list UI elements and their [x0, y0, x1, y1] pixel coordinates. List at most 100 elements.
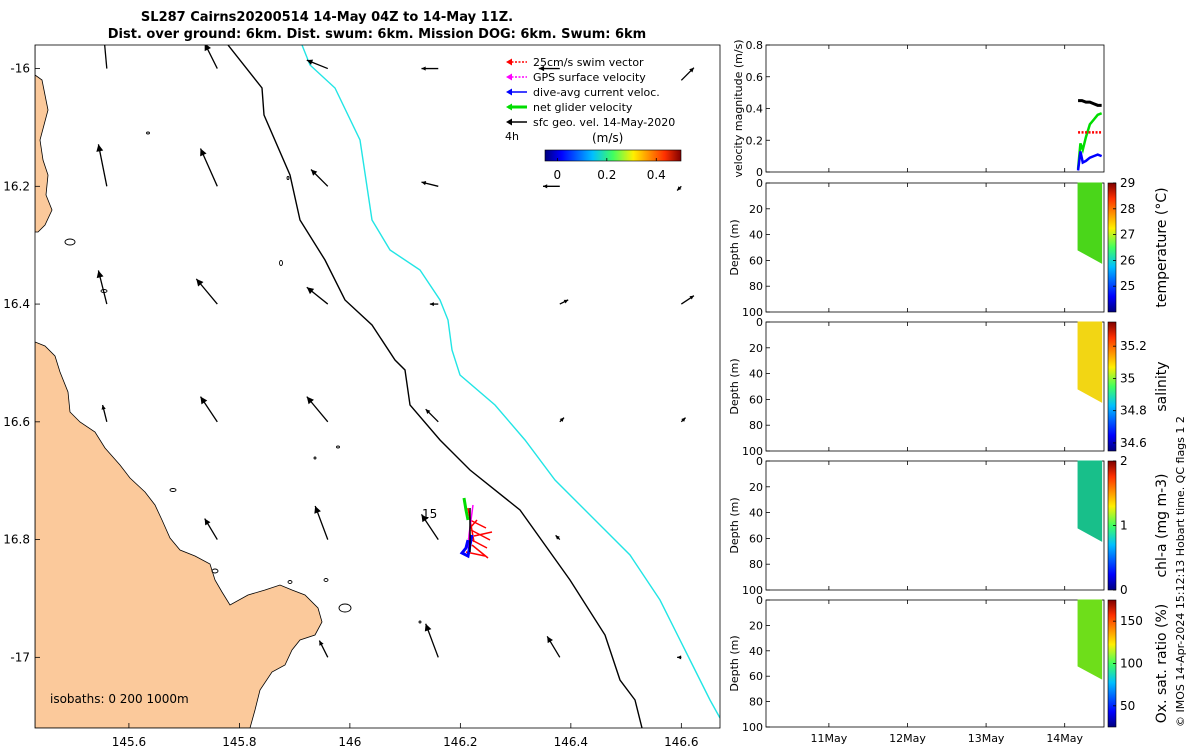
panel-y-tick-label: 20 — [749, 203, 763, 216]
scale-label: 4h — [505, 130, 519, 143]
copyright-text: © IMOS 14-Apr-2024 15:12:13 Hobart time.… — [1174, 416, 1187, 727]
geo-arrow-head — [677, 186, 682, 191]
legend-label: dive-avg current veloc. — [533, 86, 660, 99]
geo-arrow-shaft — [104, 45, 108, 69]
geo-arrow-shaft — [97, 144, 108, 187]
colorbar-label: chl-a (mg m-3) — [1154, 473, 1170, 577]
geo-velocity-arrow — [306, 396, 329, 423]
geo-velocity-arrow — [420, 514, 439, 540]
panel-y-tick-label: 40 — [749, 368, 763, 381]
panel-y-tick-label: 0 — [756, 455, 763, 468]
geo-arrow-head — [100, 22, 107, 29]
map-y-axis: -16 16.2 16.4 16.6 16.8 -17 — [3, 62, 40, 664]
geo-velocity-arrow — [559, 417, 565, 423]
colorbar-tick-label: 34.6 — [1120, 436, 1147, 450]
panel-frame — [765, 321, 1105, 452]
geo-velocity-arrow — [199, 396, 218, 423]
geo-velocity-arrow — [429, 302, 439, 307]
panel-colorbar — [1107, 182, 1117, 313]
panel-y-tick-label: 80 — [749, 280, 763, 293]
map-colorbar — [544, 149, 682, 162]
panel-y-tick-label: 100 — [742, 721, 763, 734]
geo-arrow-head — [96, 144, 104, 152]
panel-y-tick-label: 60 — [749, 670, 763, 683]
net-glider-velocity — [462, 497, 470, 521]
map-x-tick-label: 146 — [338, 735, 361, 749]
colorbar-tick-label: 35.2 — [1120, 339, 1147, 353]
panel-y-tick-label: 80 — [749, 696, 763, 709]
panel-colorbar — [1107, 321, 1117, 452]
map-y-tick-label: -17 — [10, 650, 30, 664]
depth-section-panel: 0 20 40 60 80 100 Depth (m) 0 1 2 chl-a (mg m-3) — [728, 454, 1170, 597]
panel-frame — [765, 599, 1105, 728]
legend-label: net glider velocity — [533, 101, 633, 114]
panel-y-tick-label: 80 — [749, 558, 763, 571]
map-y-tick-label: 16.4 — [3, 297, 30, 311]
geo-arrow-head — [204, 518, 211, 526]
map-y-tick-label: -16 — [10, 62, 30, 76]
panel-y-tick-label: 0 — [756, 177, 763, 190]
section-data-block — [1077, 460, 1103, 542]
colorbar-tick-label: 2 — [1120, 454, 1128, 468]
geo-arrow-head — [538, 65, 545, 72]
geo-arrow-head — [425, 409, 431, 414]
geo-arrow-head — [563, 299, 569, 304]
colorbar-tick-label: 100 — [1120, 657, 1143, 671]
map-y-tick-label: 16.8 — [3, 533, 30, 547]
geo-arrow-head — [689, 67, 694, 73]
map-x-tick-label: 145.6 — [112, 735, 146, 749]
map-y-tick-label: 16.6 — [3, 415, 30, 429]
legend-label: sfc geo. vel. 14-May-2020 — [533, 116, 675, 129]
geo-arrow-head — [200, 396, 208, 405]
panel-y-tick-label: 0 — [756, 316, 763, 329]
geo-arrow-head — [196, 278, 204, 287]
geo-arrow-head — [547, 636, 553, 644]
time-axis-tick-label: 13May — [968, 732, 1005, 745]
map-y-tick-label: 16.2 — [3, 179, 30, 193]
geo-velocity-arrow — [555, 534, 561, 541]
panel-frame — [765, 44, 1105, 173]
section-data-block — [1077, 182, 1103, 264]
geo-velocity-arrow — [424, 623, 439, 658]
velocity-series-line — [1076, 112, 1103, 169]
geo-velocity-arrow — [538, 65, 560, 72]
coastline-land-north — [35, 45, 53, 233]
panel-frame — [765, 460, 1105, 591]
geo-velocity-arrow — [318, 640, 329, 658]
geo-velocity-arrow — [101, 404, 108, 422]
panel-y-tick-label: 100 — [742, 584, 763, 597]
geo-velocity-arrow — [680, 417, 686, 423]
panel-y-tick-label: 60 — [749, 532, 763, 545]
time-axis-tick-label: 12May — [889, 732, 926, 745]
isobath-200m — [227, 45, 643, 728]
geo-velocity-arrow — [542, 184, 560, 189]
section-data-block — [1077, 599, 1103, 680]
panel-y-tick-label: 80 — [749, 419, 763, 432]
geo-velocity-arrow — [204, 45, 218, 69]
map-x-tick-label: 145.8 — [222, 735, 256, 749]
geo-arrow-head — [421, 514, 429, 523]
panel-y-tick-label: 100 — [742, 445, 763, 458]
colorbar-tick-label: 0.4 — [647, 168, 666, 182]
geo-velocity-arrow — [306, 286, 329, 305]
panel-y-tick-label: 0 — [756, 166, 763, 179]
colorbar-tick-label: 0 — [1120, 583, 1128, 597]
colorbar-tick-label: 28 — [1120, 202, 1135, 216]
panel-y-tick-label: 20 — [749, 481, 763, 494]
map-x-tick-label: 146.4 — [554, 735, 588, 749]
map-x-axis: 145.6 145.8 146 146.2 146.4 146.6 — [112, 723, 699, 749]
time-label: 15 — [422, 507, 437, 521]
geo-velocity-arrow — [314, 505, 329, 540]
panel-y-tick-label: 0.8 — [746, 39, 764, 52]
legend-swatch-arrowhead — [506, 103, 512, 111]
colorbar-tick-label: 150 — [1120, 614, 1143, 628]
geo-velocity-arrow — [421, 66, 439, 71]
panel-y-label: Depth (m) — [728, 635, 741, 691]
geo-arrow-head — [306, 59, 314, 65]
colorbar-tick-label: 26 — [1120, 253, 1135, 267]
geo-velocity-arrow — [204, 518, 218, 540]
colorbar-tick-label: 0 — [554, 168, 562, 182]
geo-arrow-head — [424, 623, 432, 632]
colorbar-tick-label: 25 — [1120, 279, 1135, 293]
